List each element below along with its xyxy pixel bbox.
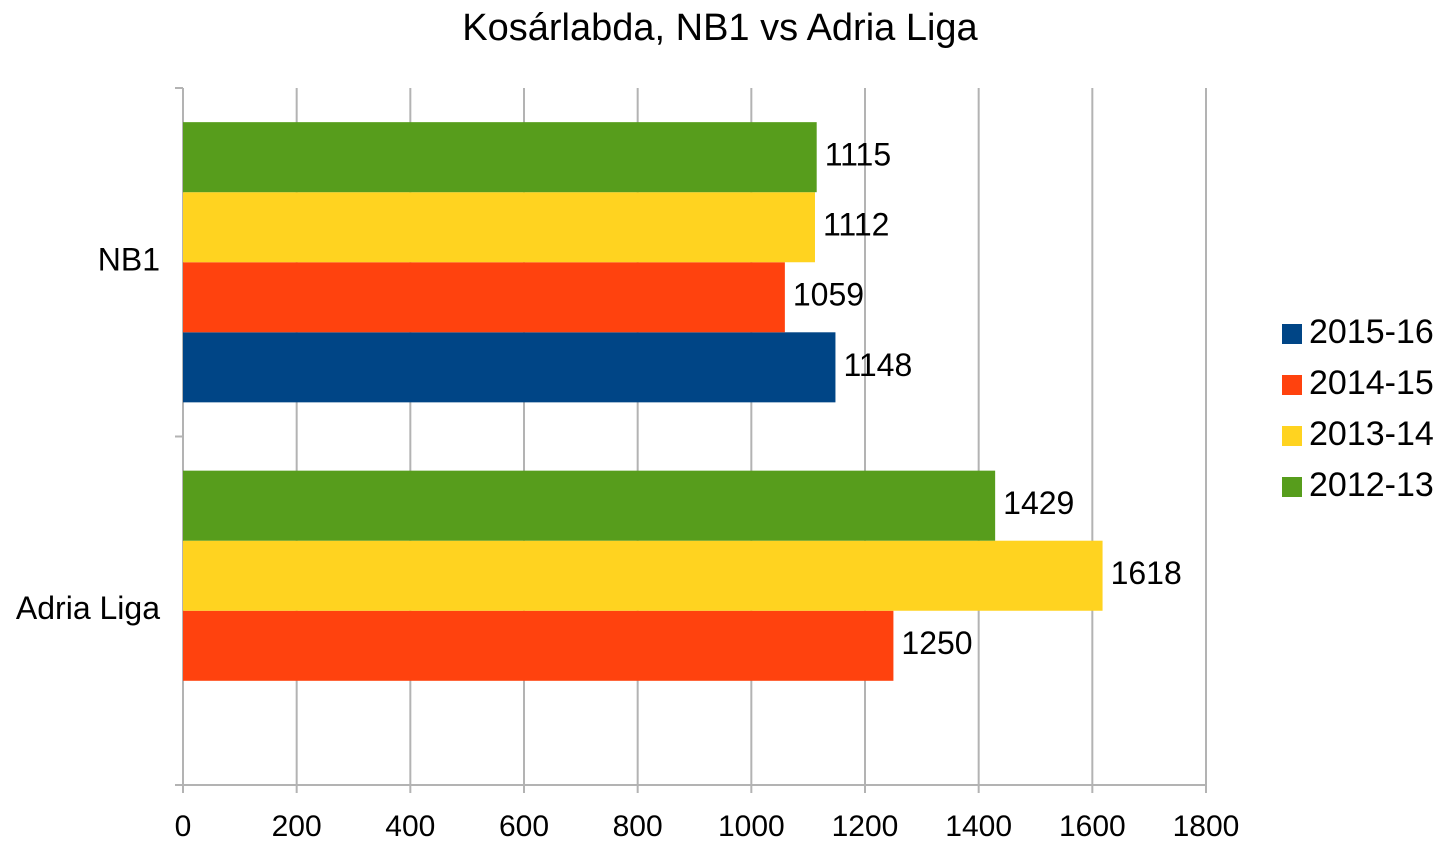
data-label: 1250 (901, 625, 972, 661)
bar (183, 540, 1103, 611)
x-tick-label: 1400 (945, 810, 1012, 843)
data-label: 1148 (843, 347, 912, 383)
chart-title: Kosárlabda, NB1 vs Adria Liga (462, 7, 978, 49)
x-tick-label: 200 (272, 810, 322, 843)
data-label: 1115 (825, 137, 891, 173)
data-label: 1112 (823, 207, 889, 243)
legend-label: 2012-13 (1309, 466, 1433, 504)
x-tick-label: 1000 (718, 810, 785, 843)
bar (183, 470, 996, 541)
legend-swatch (1282, 426, 1302, 446)
data-label: 1059 (793, 277, 864, 313)
legend-label: 2015-16 (1309, 313, 1433, 351)
x-tick-label: 1200 (832, 810, 899, 843)
x-tick-label: 1600 (1059, 810, 1126, 843)
x-tick-label: 1800 (1173, 810, 1240, 843)
bar (183, 332, 836, 403)
bar (183, 610, 894, 681)
data-label: 1429 (1003, 485, 1074, 521)
bar (183, 262, 785, 333)
bar (183, 122, 817, 193)
legend-swatch (1282, 324, 1302, 344)
x-tick-label: 600 (499, 810, 549, 843)
bar (183, 192, 815, 263)
x-tick-label: 0 (175, 810, 192, 843)
data-label: 1618 (1111, 555, 1182, 591)
legend-label: 2013-14 (1309, 415, 1433, 453)
x-tick-label: 800 (613, 810, 663, 843)
legend-swatch (1282, 477, 1302, 497)
legend-label: 2014-15 (1309, 364, 1433, 402)
y-tick-label: NB1 (98, 242, 160, 278)
y-tick-label: Adria Liga (16, 590, 160, 626)
legend-swatch (1282, 375, 1302, 395)
x-tick-label: 400 (385, 810, 435, 843)
